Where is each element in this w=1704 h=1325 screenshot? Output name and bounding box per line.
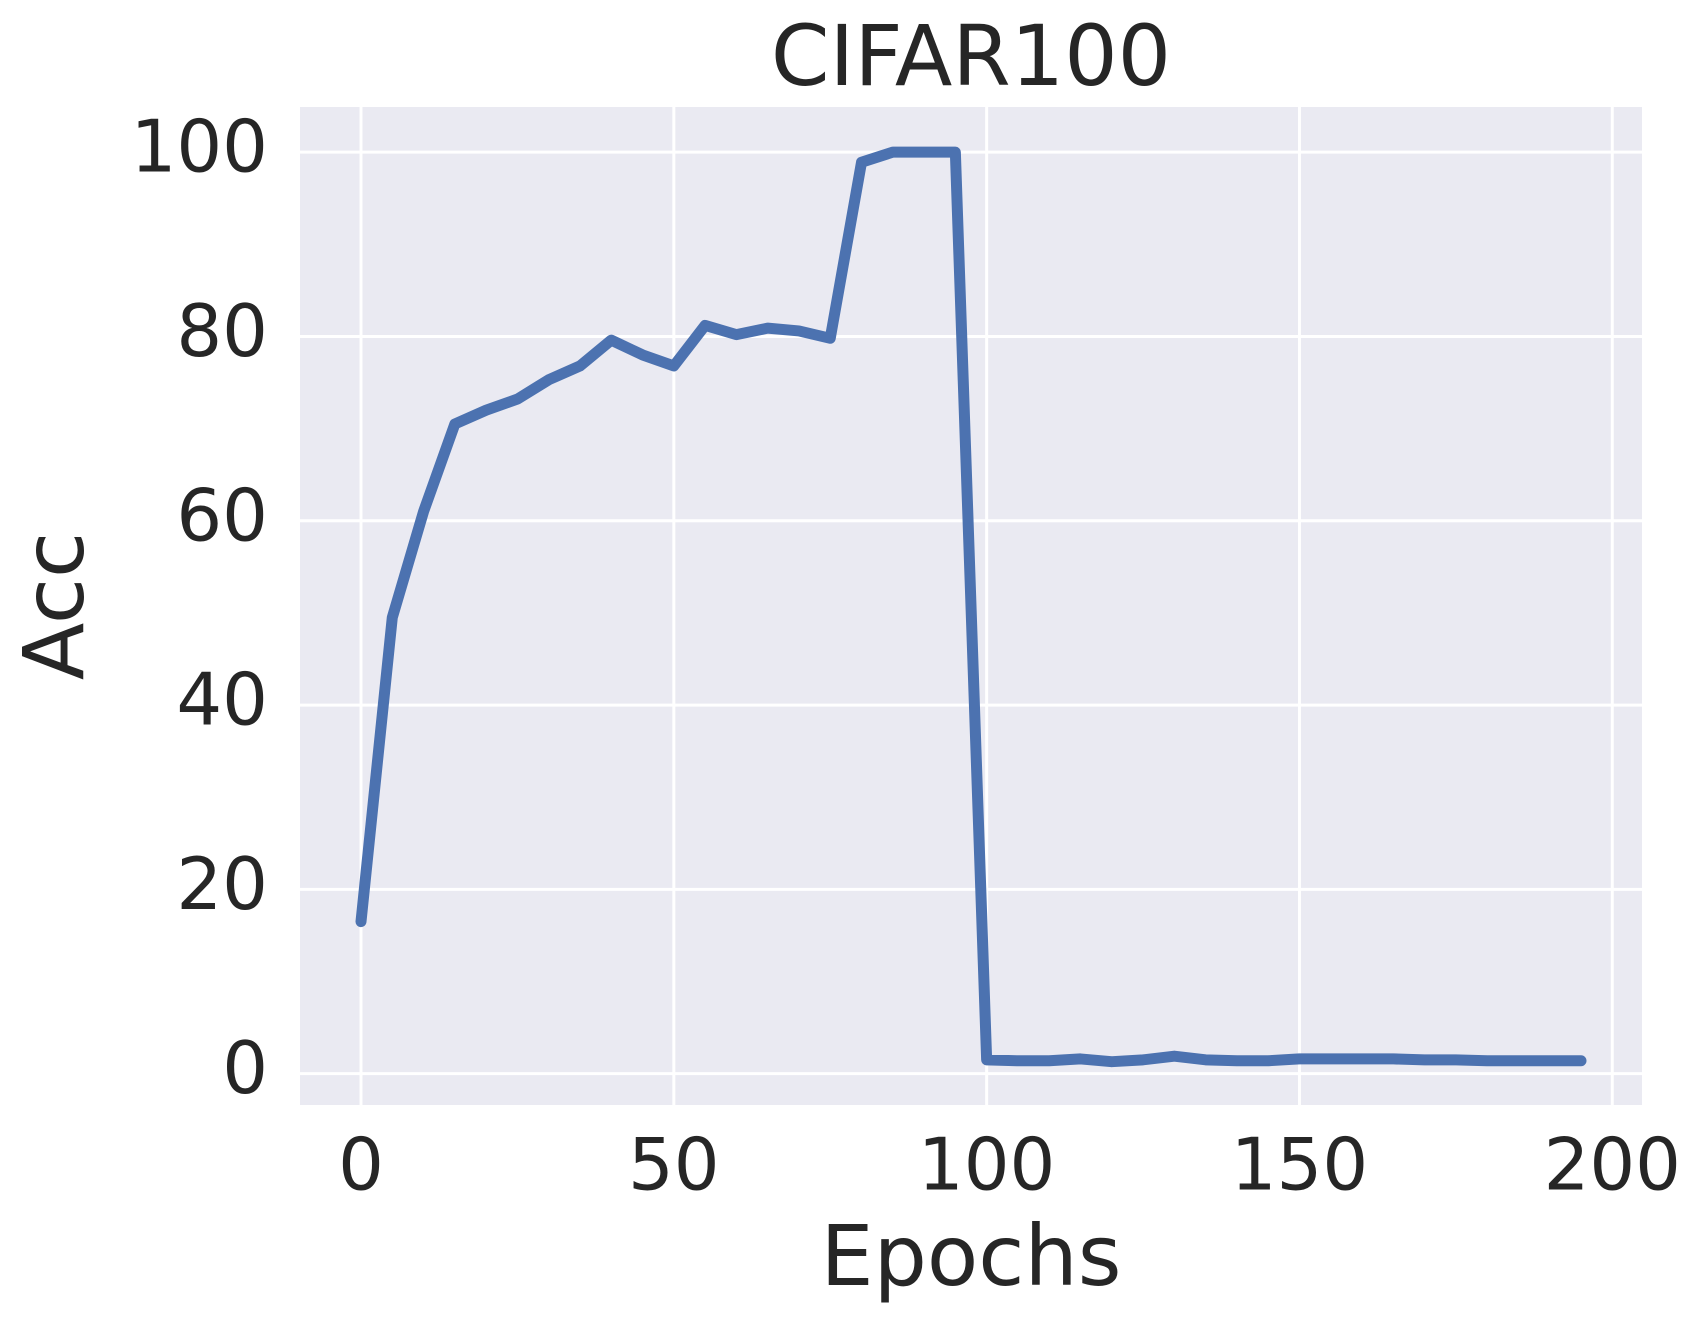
y-tick-label: 60	[176, 473, 268, 557]
y-tick-label: 20	[176, 842, 268, 926]
x-tick-label: 200	[1544, 1123, 1681, 1207]
x-axis-label: Epochs	[821, 1207, 1122, 1305]
chart-title: CIFAR100	[771, 7, 1171, 105]
x-tick-label: 50	[628, 1123, 720, 1207]
line-series	[355, 146, 1587, 1068]
x-tick-label: 100	[918, 1123, 1055, 1207]
x-tick-label: 150	[1231, 1123, 1368, 1207]
y-tick-label: 100	[131, 105, 268, 189]
y-tick-label: 40	[176, 658, 268, 742]
y-tick-label: 80	[176, 289, 268, 373]
x-tick-label: 0	[338, 1123, 384, 1207]
y-axis-label: Acc	[5, 532, 103, 680]
marks	[355, 146, 1587, 1068]
y-tick-label: 0	[222, 1026, 268, 1110]
